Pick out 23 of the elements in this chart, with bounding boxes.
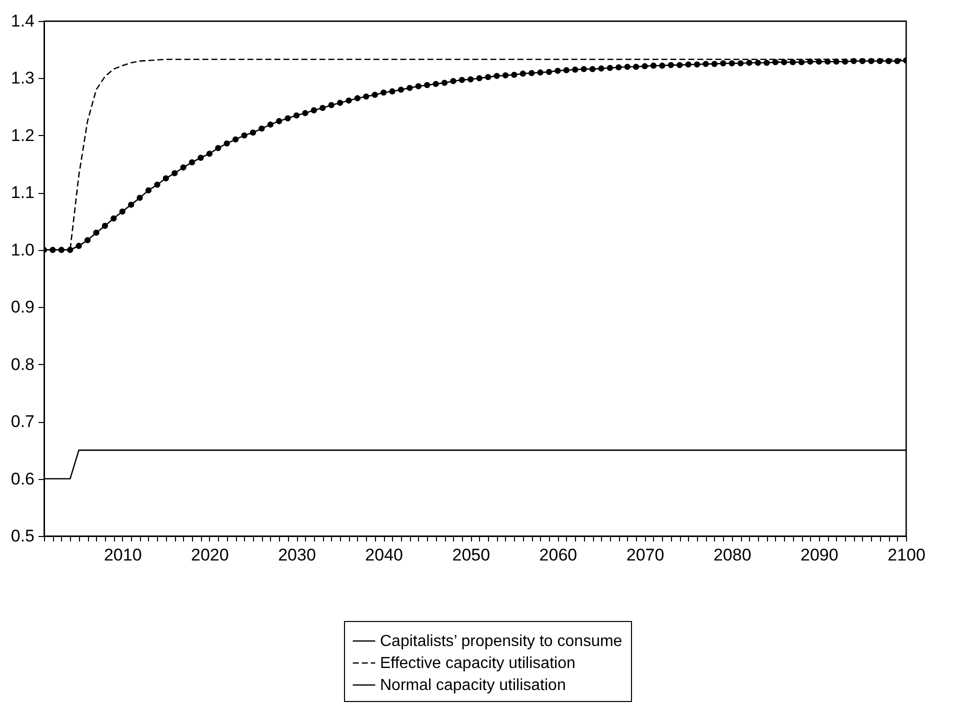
y-tick-label: 1.1	[10, 183, 34, 202]
y-tick-label: 0.5	[10, 526, 34, 546]
x-tick-label: 2050	[452, 546, 490, 564]
x-tick-label: 2090	[800, 546, 838, 564]
x-tick-label: 2060	[539, 546, 578, 564]
y-tick-label: 0.7	[10, 412, 34, 432]
x-tick-label: 2070	[626, 546, 664, 564]
x-tick-label: 2100	[888, 546, 926, 564]
x-tick-label: 2030	[278, 546, 316, 564]
x-tick-label: 2020	[191, 546, 229, 564]
x-tick-label: 2040	[365, 546, 403, 564]
legend-label: Normal capacity utilisation	[380, 677, 566, 694]
legend-label: Capitalists’ propensity to consume	[380, 633, 622, 650]
y-tick-label: 1.2	[10, 126, 34, 145]
y-tick-label: 1.0	[10, 240, 34, 260]
x-tick-label: 2010	[104, 546, 142, 564]
y-tick-label: 0.6	[10, 469, 34, 488]
y-tick-label: 1.3	[10, 68, 34, 88]
y-tick-label: 0.9	[10, 298, 34, 317]
y-tick-label: 0.8	[10, 354, 34, 374]
legend-label: Effective capacity utilisation	[380, 655, 576, 672]
x-tick-label: 2080	[713, 546, 752, 564]
y-tick-label: 1.4	[10, 12, 34, 30]
